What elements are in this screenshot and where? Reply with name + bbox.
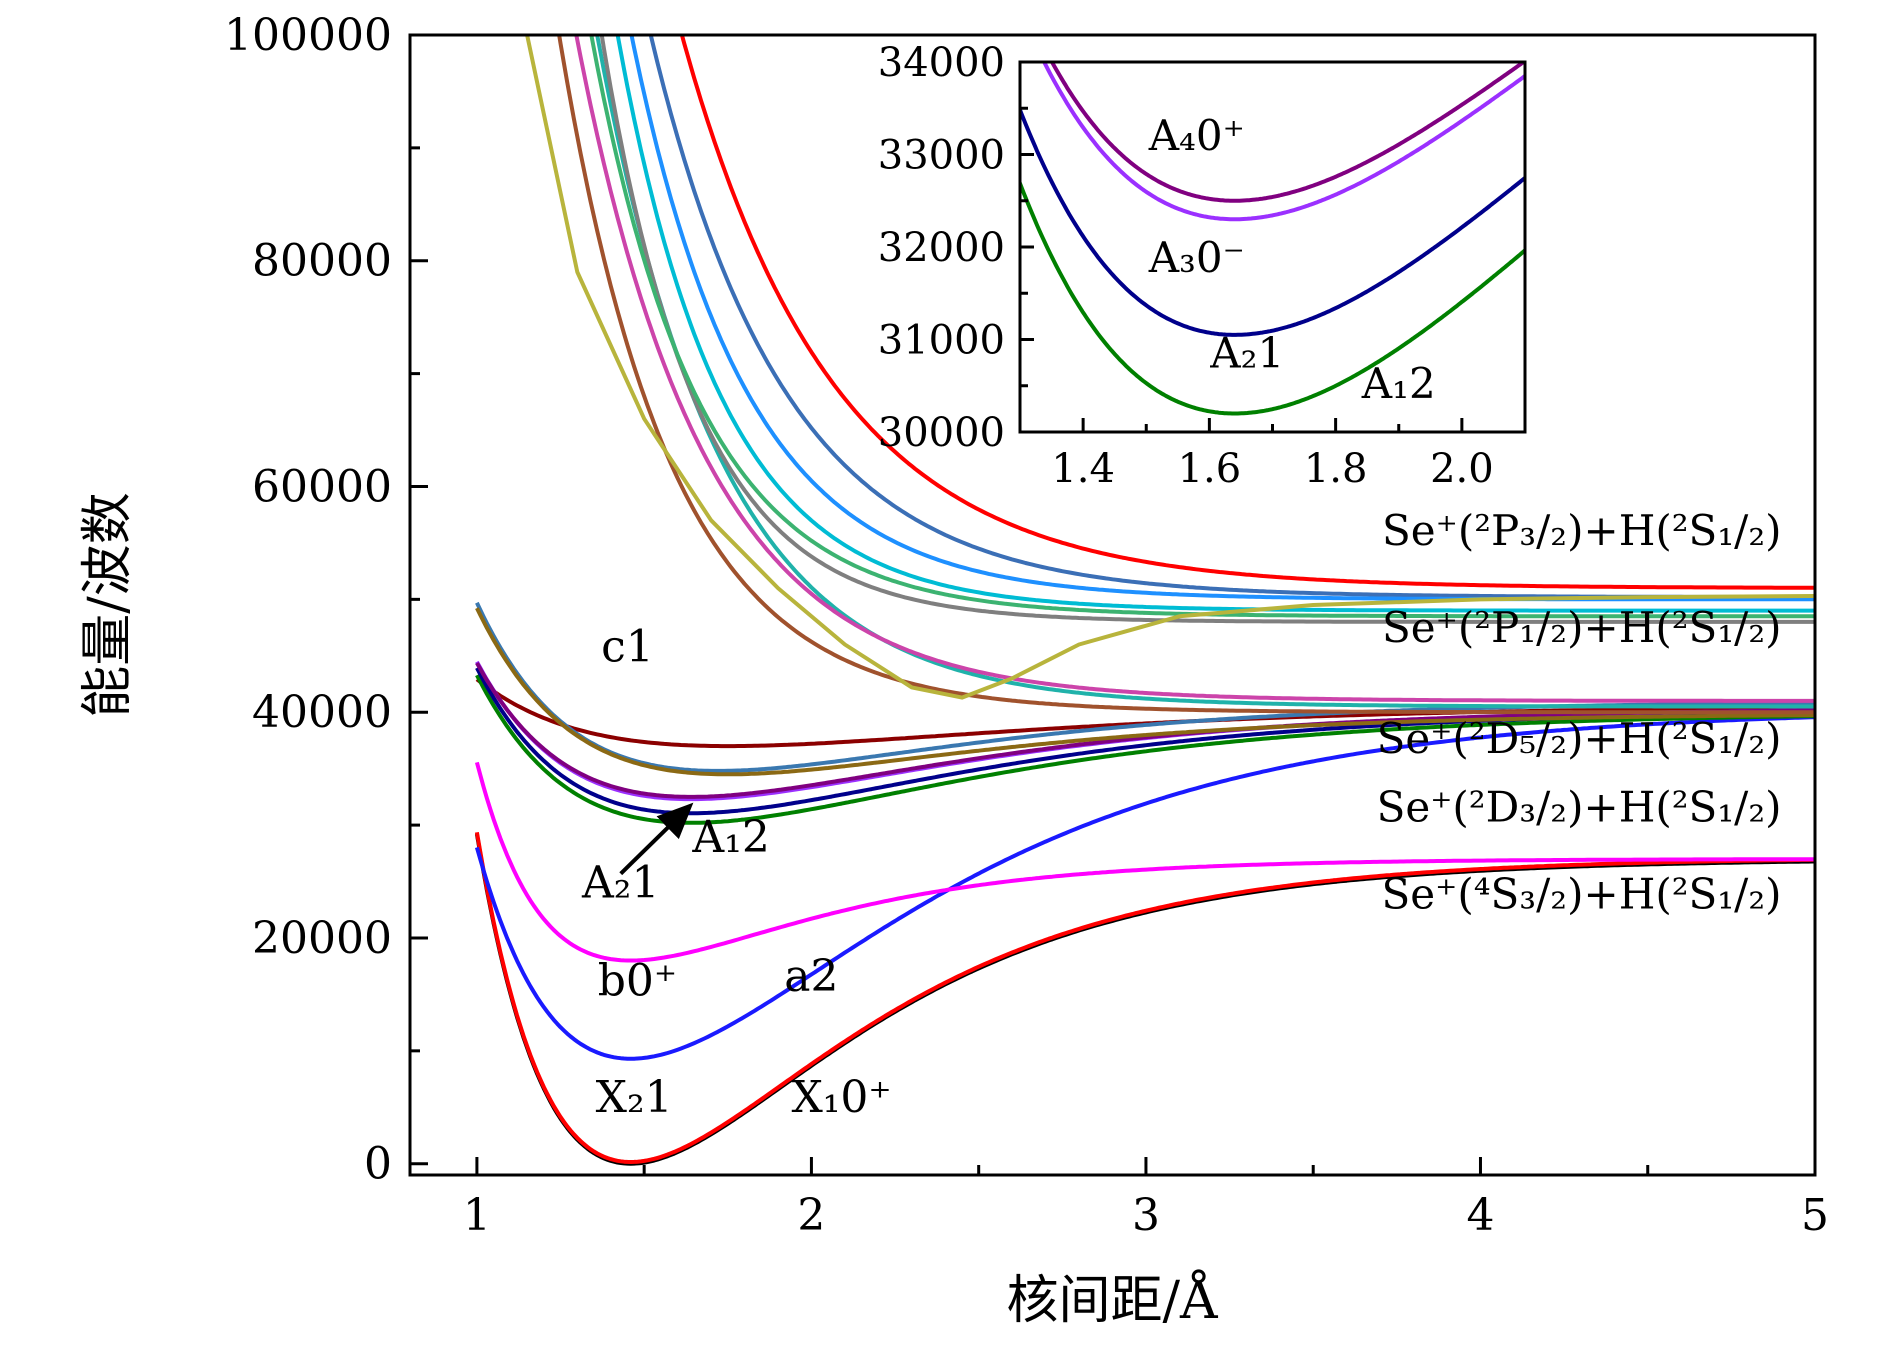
inset-x-tick-label: 1.8	[1304, 446, 1368, 492]
inset-curve-label: A₄0⁺	[1148, 111, 1245, 160]
main-series-2	[474, 715, 1815, 1061]
asymptote-label: Se⁺(²D₃/₂)+H(²S₁/₂)	[1377, 783, 1782, 832]
curve-label: A₁2	[691, 812, 769, 863]
inset-series-8	[1049, 62, 1525, 203]
curve-label: A₂1	[581, 857, 659, 908]
inset-background	[1020, 62, 1525, 432]
y-tick-label: 80000	[252, 236, 392, 287]
curve-label: b0⁺	[598, 956, 677, 1007]
inset-y-tick-label: 30000	[878, 410, 1005, 456]
y-tick-label: 40000	[252, 687, 392, 738]
curve-label: X₁0⁺	[791, 1072, 891, 1123]
main-series-16	[599, 35, 1815, 624]
y-tick-label: 20000	[252, 913, 392, 964]
inset-y-tick-label: 32000	[878, 225, 1005, 271]
inset-x-tick-label: 1.4	[1051, 446, 1115, 492]
inset-series-7	[1041, 62, 1525, 222]
curve-label: a2	[784, 951, 838, 1002]
main-series-17	[589, 35, 1815, 619]
inset-y-tick-label: 33000	[878, 133, 1005, 179]
curve-labels: c1 A₁2 A₂1 b0⁺ a2 X₂1 X₁0⁺	[581, 621, 892, 1122]
y-tick-label: 60000	[252, 461, 392, 512]
asymptote-labels: Se⁺(²P₃/₂)+H(²S₁/₂) Se⁺(²P₁/₂)+H(²S₁/₂) Se…	[1377, 506, 1782, 918]
x-tick-label: 1	[463, 1190, 491, 1241]
main-series-20	[525, 35, 1815, 700]
asymptote-label: Se⁺(²D₅/₂)+H(²S₁/₂)	[1377, 714, 1782, 763]
inset-curve-label: A₁2	[1361, 359, 1436, 408]
y-tick-label: 100000	[224, 10, 392, 61]
x-tick-label: 3	[1132, 1190, 1160, 1241]
x-axis-title: 核间距/Å	[1006, 1269, 1219, 1331]
inset-curve-label: A₂1	[1209, 328, 1284, 377]
curve-label: c1	[601, 621, 654, 672]
inset-y-tick-label: 31000	[878, 318, 1005, 364]
inset-x-tick-label: 1.6	[1178, 446, 1242, 492]
y-tick-label: 0	[364, 1139, 392, 1190]
main-series-1	[474, 831, 1815, 1164]
inset-x-tick-label: 2.0	[1430, 446, 1494, 492]
main-series-18	[574, 35, 1815, 703]
inset-y-tick-label: 34000	[878, 40, 1005, 86]
inset-series-6	[1020, 104, 1525, 337]
curve-label: X₂1	[596, 1072, 673, 1123]
x-tick-label: 4	[1466, 1190, 1494, 1241]
inset-curve-label: A₃0⁻	[1148, 233, 1245, 282]
main-plot-frame	[408, 33, 1817, 1177]
asymptote-label: Se⁺(⁴S₃/₂)+H(²S₁/₂)	[1382, 870, 1782, 919]
main-axis-ticks: 1 2 3 4 5 0 20000 40000 60000 80000 100000	[224, 10, 1829, 1241]
inset-plot-series	[1020, 62, 1525, 416]
inset-axis-ticks: 1.4 1.6 1.8 2.0 30000 31000 32000 33000 34000	[878, 40, 1527, 492]
asymptote-label: Se⁺(²P₁/₂)+H(²S₁/₂)	[1382, 603, 1782, 652]
x-tick-label: 2	[797, 1190, 825, 1241]
asymptote-label: Se⁺(²P₃/₂)+H(²S₁/₂)	[1382, 506, 1782, 555]
main-plot-series	[474, 35, 1815, 1166]
main-series-10	[475, 607, 1815, 777]
main-series-15	[615, 35, 1815, 613]
main-series-5	[475, 674, 1815, 825]
x-tick-label: 5	[1801, 1190, 1829, 1241]
main-series-3	[474, 761, 1815, 963]
main-series-19	[557, 35, 1815, 715]
inset-curve-labels: A₄0⁺ A₃0⁻ A₂1 A₁2	[1148, 111, 1436, 408]
y-axis-title: 能量/波数	[78, 492, 138, 718]
inset-series-5	[1020, 177, 1525, 416]
main-series-12	[679, 35, 1815, 590]
a12-arrow	[619, 802, 694, 876]
